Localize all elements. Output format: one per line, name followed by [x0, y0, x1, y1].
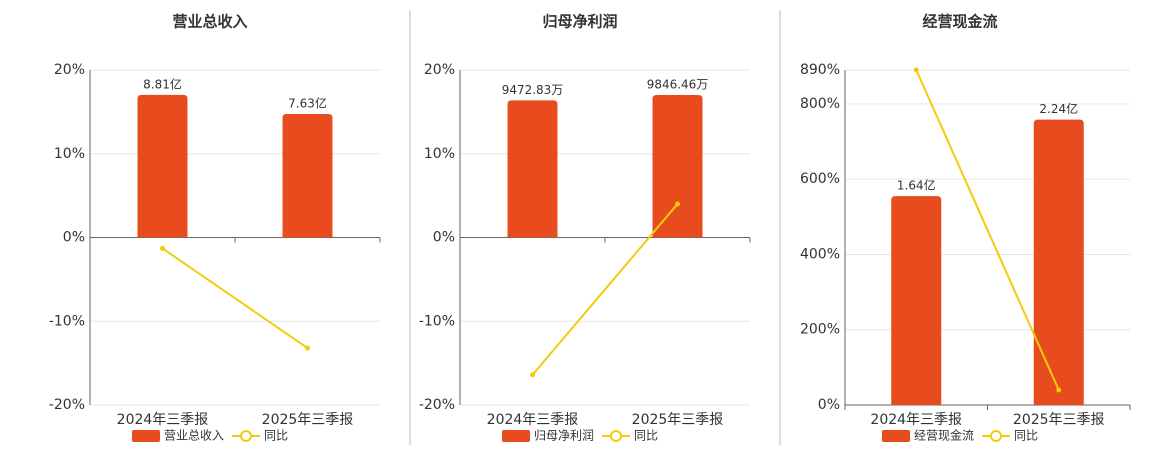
legend-label: 同比 [264, 429, 288, 443]
y-tick-label: 890% [800, 62, 840, 78]
line [915, 69, 1060, 391]
legend-marker [610, 430, 622, 442]
y-tick-label: 20% [54, 62, 85, 78]
value-label: 1.64亿 [897, 178, 936, 193]
y-tick-label: 800% [800, 96, 840, 112]
chart-title: 营业总收入 [172, 13, 247, 31]
y-tick-label: 0% [433, 230, 455, 246]
y-tick-label: 10% [54, 146, 85, 162]
legend-swatch [882, 430, 910, 442]
legend-swatch [502, 430, 530, 442]
bar [891, 196, 942, 405]
value-label: 2.24亿 [1039, 101, 1078, 116]
line-point [675, 201, 680, 207]
bar [652, 94, 703, 238]
bar [282, 114, 333, 238]
value-label: 9472.83万 [502, 83, 564, 97]
x-tick-label: 2025年三季报 [262, 412, 354, 428]
value-label: 9846.46万 [647, 77, 709, 91]
line-point [160, 245, 165, 251]
line-point [1056, 387, 1062, 393]
line-point [913, 67, 919, 73]
y-tick-label: 20% [424, 62, 455, 78]
y-tick-label: 0% [63, 230, 85, 246]
chart-title: 经营现金流 [922, 13, 997, 31]
legend-label: 营业总收入 [164, 429, 224, 443]
y-tick-label: -20% [49, 397, 85, 413]
y-tick-label: 0% [818, 397, 840, 413]
legend-label: 同比 [634, 429, 658, 443]
y-tick-label: 200% [800, 322, 840, 338]
y-tick-label: 400% [800, 246, 840, 262]
x-tick-label: 2024年三季报 [487, 412, 579, 428]
bar [1033, 119, 1084, 405]
line-point [305, 345, 310, 351]
line [161, 247, 309, 349]
legend-swatch [132, 430, 160, 442]
x-tick-label: 2024年三季报 [117, 412, 209, 428]
legend-label: 归母净利润 [534, 429, 594, 443]
bar [507, 100, 558, 238]
bar [137, 94, 188, 238]
legend-label: 经营现金流 [914, 428, 974, 443]
y-tick-label: 600% [800, 171, 840, 187]
line [531, 203, 679, 376]
value-label: 7.63亿 [288, 96, 327, 111]
legend-marker [990, 430, 1002, 442]
y-tick-label: 10% [424, 146, 455, 162]
x-tick-label: 2025年三季报 [1013, 412, 1105, 428]
x-tick-label: 2024年三季报 [870, 412, 962, 428]
x-tick-label: 2025年三季报 [632, 412, 724, 428]
legend-marker [240, 430, 252, 442]
line-point [530, 372, 535, 378]
legend-label: 同比 [1014, 429, 1038, 443]
value-label: 8.81亿 [143, 76, 182, 91]
y-tick-label: -10% [419, 313, 455, 329]
chart-title: 归母净利润 [542, 13, 617, 31]
y-tick-label: -10% [49, 313, 85, 329]
y-tick-label: -20% [419, 397, 455, 413]
